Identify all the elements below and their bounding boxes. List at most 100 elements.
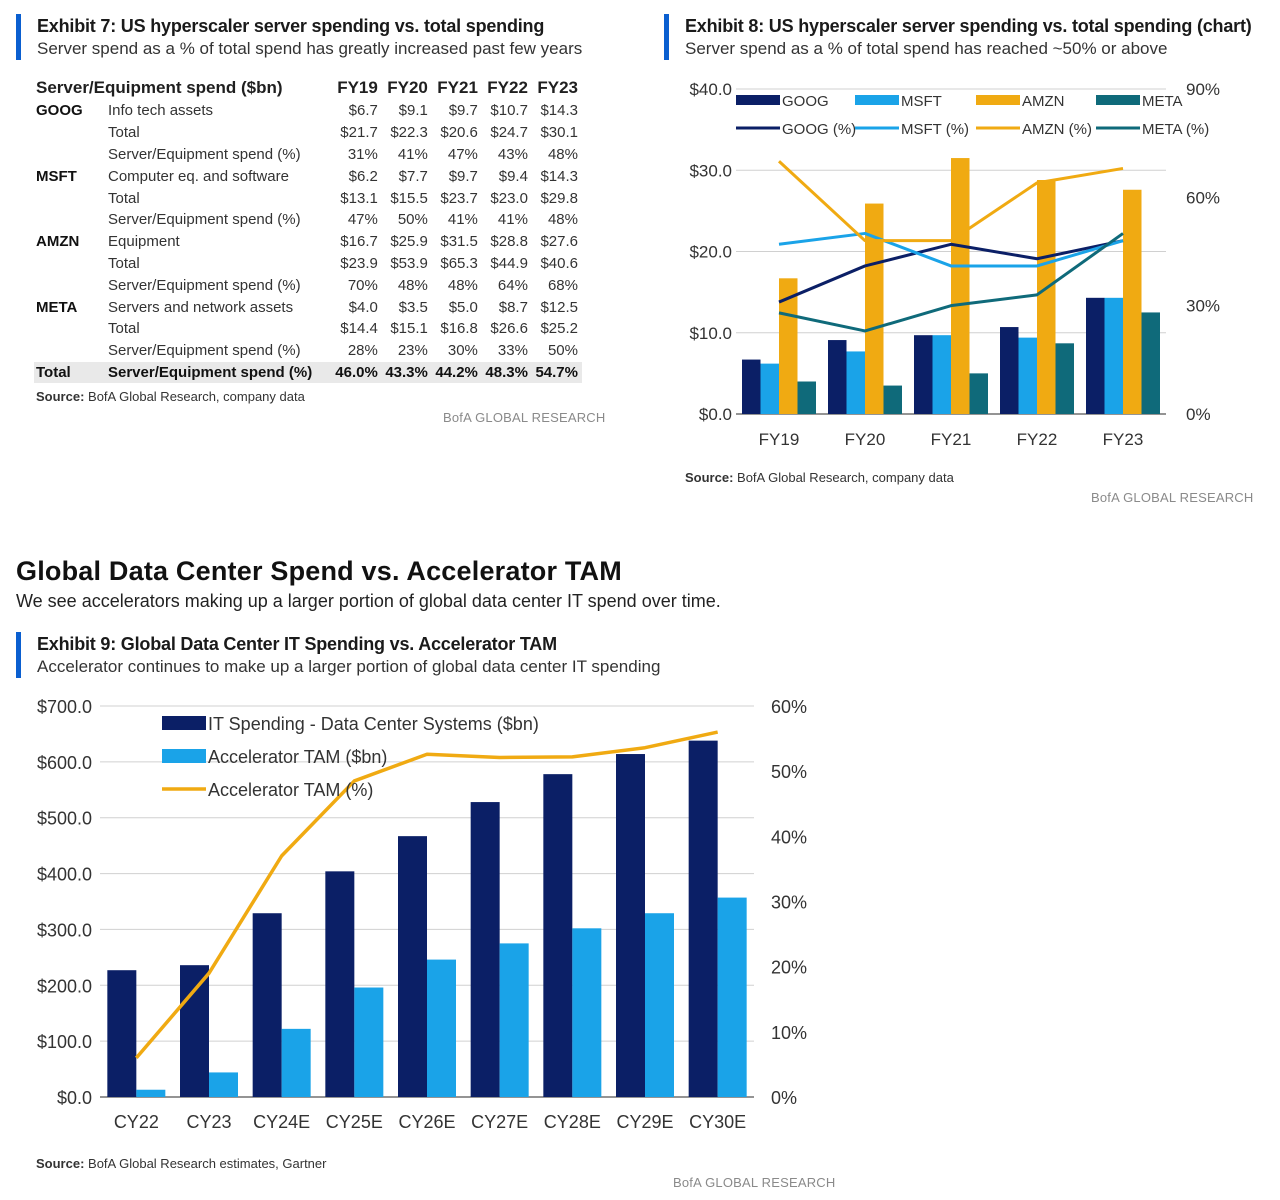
- legend-label: IT Spending - Data Center Systems ($bn): [208, 714, 539, 734]
- table-cell: $9.7: [448, 167, 478, 185]
- table-row: MSFT Computer eq. and software $6.2 $7.7 $9.…: [34, 165, 582, 187]
- bar: [398, 836, 427, 1097]
- exhibit8-source: Source: BofA Global Research, company da…: [685, 470, 954, 485]
- table-cell: 54.7%: [531, 361, 582, 384]
- table-body: GOOG Info tech assets $6.7 $9.1 $9.7 $10.7 $14…: [34, 100, 582, 362]
- year-header: FY20: [387, 78, 428, 97]
- series-line: [778, 231, 1124, 268]
- table-row: Total $23.9 $53.9 $65.3 $44.9 $40.6: [34, 253, 582, 275]
- row-item: Computer eq. and software: [108, 167, 289, 185]
- table-cell: 50%: [547, 342, 578, 360]
- bar: [932, 335, 951, 414]
- table-cell: $20.6: [440, 124, 478, 142]
- bar: [1104, 297, 1123, 414]
- exhibit8-brand: BofA GLOBAL RESEARCH: [1091, 490, 1254, 505]
- table-row: Total $13.1 $15.5 $23.7 $23.0 $29.8: [34, 187, 582, 209]
- table-cell: 31%: [347, 145, 378, 163]
- row-item: Server/Equipment spend (%): [108, 211, 301, 229]
- legend-label: MSFT (%): [901, 121, 969, 138]
- x-tick-label: FY22: [1017, 430, 1058, 449]
- table-cell: $29.8: [540, 189, 578, 207]
- year-header: FY19: [337, 78, 378, 97]
- company-name: [34, 209, 108, 231]
- section-title: Global Data Center Spend vs. Accelerator…: [16, 556, 622, 586]
- y-tick-label: $700.0: [37, 697, 92, 717]
- legend-label: AMZN: [1022, 93, 1065, 110]
- table-cell: $14.3: [540, 102, 578, 120]
- bar: [107, 970, 137, 1097]
- bar: [846, 351, 865, 414]
- table-cell: $16.8: [440, 320, 478, 338]
- table-cell: 48%: [447, 276, 478, 294]
- bar: [209, 1072, 238, 1097]
- y2-tick-label: 50%: [771, 762, 807, 782]
- bar: [616, 754, 645, 1097]
- bar: [252, 913, 282, 1097]
- source-label: Source:: [36, 389, 85, 404]
- table-cell: $21.7: [340, 124, 378, 142]
- y-tick-label: $100.0: [37, 1032, 92, 1052]
- table-cell: $24.7: [490, 124, 528, 142]
- y2-tick-label: 0%: [1186, 405, 1211, 424]
- table-cell: $25.9: [390, 233, 428, 251]
- y-tick-label: $0.0: [57, 1088, 92, 1108]
- bar: [883, 385, 902, 414]
- legend-swatch: [855, 95, 899, 105]
- exhibit9-brand: BofA GLOBAL RESEARCH: [673, 1175, 836, 1190]
- y-tick-label: $400.0: [37, 865, 92, 885]
- table-row: Server/Equipment spend (%) 31% 41% 47% 43% 48…: [34, 144, 582, 166]
- bar: [1018, 337, 1037, 414]
- x-tick-label: FY20: [845, 430, 886, 449]
- table-row: Total $21.7 $22.3 $20.6 $24.7 $30.1: [34, 122, 582, 144]
- table-cell: $7.7: [398, 167, 428, 185]
- table-cell: $6.2: [348, 167, 378, 185]
- x-tick-label: CY28E: [544, 1112, 601, 1132]
- table-cell: 47%: [347, 211, 378, 229]
- table-cell: $30.1: [540, 124, 578, 142]
- table-cell: $53.9: [390, 254, 428, 272]
- legend-label: Accelerator TAM (%): [208, 780, 373, 800]
- source-text: BofA Global Research, company data: [737, 470, 954, 485]
- company-name: AMZN: [36, 233, 80, 251]
- company-name: [34, 253, 108, 275]
- bar: [354, 987, 384, 1097]
- legend-label: META: [1142, 93, 1183, 110]
- company-name: META: [36, 298, 78, 316]
- y2-tick-label: 90%: [1186, 80, 1220, 99]
- table-cell: 23%: [397, 342, 428, 360]
- bar: [969, 373, 988, 414]
- table-header-row: Server/Equipment spend ($bn) FY19 FY20 F…: [34, 76, 582, 100]
- bar: [865, 203, 884, 414]
- total-item: Server/Equipment spend (%): [108, 361, 332, 384]
- table-cell: 41%: [497, 211, 528, 229]
- y2-tick-label: 60%: [771, 697, 807, 717]
- row-item: Total: [108, 254, 140, 272]
- company-name: [34, 122, 108, 144]
- datacenter-accelerator-chart: $0.0 $100.0 $200.0 $300.0 $400.0 $500.0 $600.0…: [37, 697, 807, 1132]
- table-cell: 43%: [497, 145, 528, 163]
- table-cell: $25.2: [540, 320, 578, 338]
- table-row: META Servers and network assets $4.0 $3.5 $5…: [34, 296, 582, 318]
- legend-label: META (%): [1142, 121, 1209, 138]
- x-tick-label: CY27E: [471, 1112, 528, 1132]
- table-cell: $14.4: [340, 320, 378, 338]
- table-cell: $22.3: [390, 124, 428, 142]
- table-cell: 43.3%: [381, 361, 432, 384]
- legend-label: GOOG (%): [782, 121, 856, 138]
- table-cell: $31.5: [440, 233, 478, 251]
- table-total-row: Total Server/Equipment spend (%) 46.0% 4…: [34, 361, 582, 384]
- bar: [325, 871, 355, 1097]
- y2-tick-label: 20%: [771, 958, 807, 978]
- year-header: FY23: [537, 78, 578, 97]
- bar: [760, 363, 779, 414]
- y-tick-label: $30.0: [689, 161, 732, 180]
- company-name: [34, 187, 108, 209]
- x-tick-label: FY23: [1103, 430, 1144, 449]
- company-name: [34, 274, 108, 296]
- series-line: [777, 160, 1124, 243]
- y-tick-label: $600.0: [37, 753, 92, 773]
- x-tick-label: CY23: [186, 1112, 231, 1132]
- table-header-label: Server/Equipment spend ($bn): [36, 78, 283, 97]
- legend-label: GOOG: [782, 93, 829, 110]
- table-cell: 30%: [447, 342, 478, 360]
